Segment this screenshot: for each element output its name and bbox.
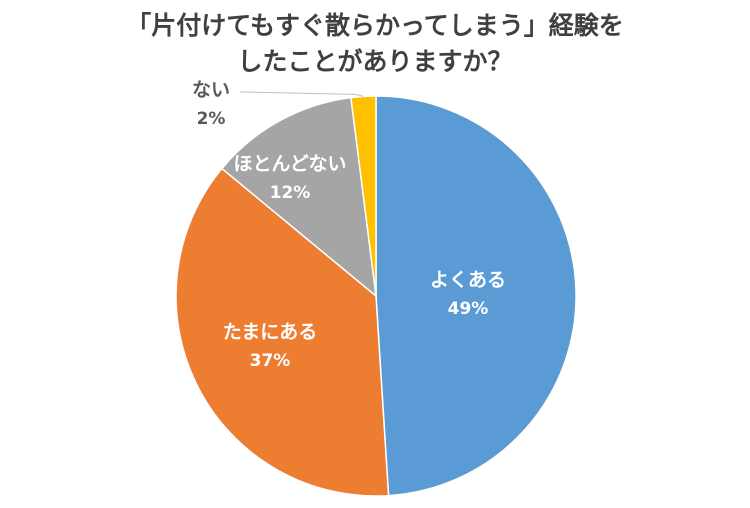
slice-label-0: よくある: [430, 269, 506, 291]
slice-value-1: 37%: [250, 351, 291, 371]
pie-slice-2: [220, 96, 377, 298]
chart-title-line-1: 「片付けてもすぐ散らかってしまう」経験を: [126, 11, 624, 40]
pie-slices: [175, 95, 577, 497]
slice-label-3: ない: [192, 79, 230, 101]
slice-value-0: 49%: [448, 299, 489, 319]
slice-value-3: 2%: [197, 109, 226, 129]
pie-slice-1: [175, 167, 390, 497]
slice-label-1: たまにある: [223, 321, 317, 343]
pie-slice-3: [350, 95, 377, 297]
pie-labels: よくある 49% たまにある 37% ほとんどない 12% ない 2%: [192, 79, 506, 371]
slice-value-2: 12%: [270, 183, 311, 203]
chart-title-line-2: したことがありますか？: [237, 47, 513, 76]
pie-slice-0: [375, 95, 577, 497]
slice-label-2: ほとんどない: [233, 153, 346, 175]
leader-line-3: [239, 91, 364, 97]
